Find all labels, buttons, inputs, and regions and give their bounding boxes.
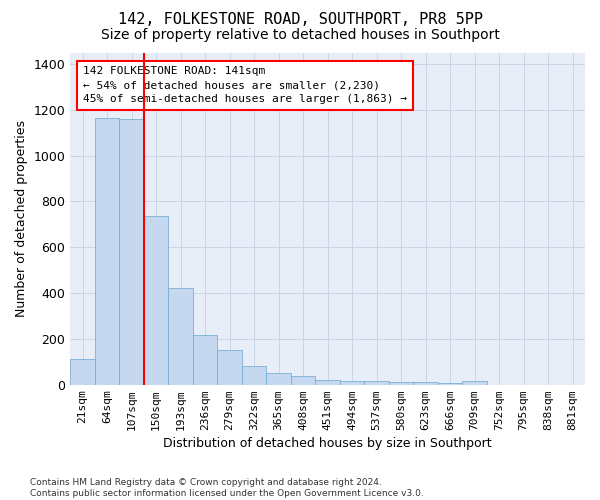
Bar — [340, 382, 364, 384]
Bar — [413, 382, 438, 384]
Bar — [242, 366, 266, 384]
Bar — [316, 380, 340, 384]
Text: 142 FOLKESTONE ROAD: 141sqm
← 54% of detached houses are smaller (2,230)
45% of : 142 FOLKESTONE ROAD: 141sqm ← 54% of det… — [83, 66, 407, 104]
Bar — [364, 382, 389, 384]
Bar — [169, 288, 193, 384]
Bar — [463, 382, 487, 384]
Text: Size of property relative to detached houses in Southport: Size of property relative to detached ho… — [101, 28, 499, 42]
Text: 142, FOLKESTONE ROAD, SOUTHPORT, PR8 5PP: 142, FOLKESTONE ROAD, SOUTHPORT, PR8 5PP — [118, 12, 482, 28]
Bar — [144, 216, 169, 384]
X-axis label: Distribution of detached houses by size in Southport: Distribution of detached houses by size … — [163, 437, 492, 450]
Bar — [389, 382, 413, 384]
Bar — [217, 350, 242, 384]
Bar — [70, 359, 95, 384]
Y-axis label: Number of detached properties: Number of detached properties — [15, 120, 28, 317]
Bar — [266, 373, 291, 384]
Bar — [119, 119, 144, 384]
Bar — [291, 376, 316, 384]
Text: Contains HM Land Registry data © Crown copyright and database right 2024.
Contai: Contains HM Land Registry data © Crown c… — [30, 478, 424, 498]
Bar — [193, 336, 217, 384]
Bar — [438, 382, 463, 384]
Bar — [95, 118, 119, 384]
